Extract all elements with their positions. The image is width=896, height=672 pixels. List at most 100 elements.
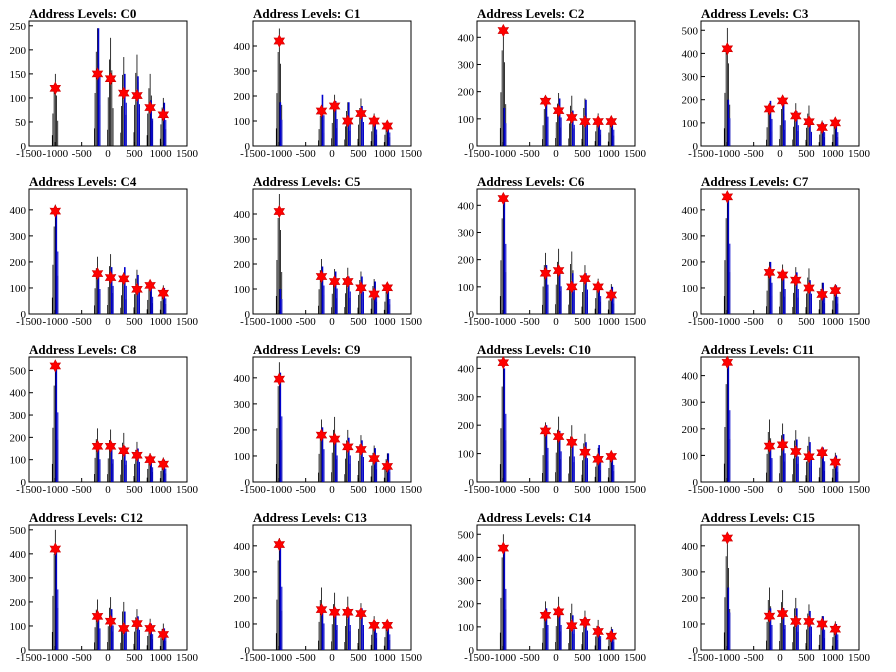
level-marker bbox=[776, 268, 789, 282]
y-tick-label: 300 bbox=[458, 392, 475, 404]
y-tick-label: 200 bbox=[10, 257, 27, 269]
level-marker bbox=[605, 449, 618, 464]
level-marker bbox=[49, 81, 62, 95]
x-tick-label: 500 bbox=[350, 652, 367, 664]
x-tick-label: 0 bbox=[329, 148, 335, 160]
level-marker bbox=[118, 444, 130, 458]
x-tick-label: -1500 bbox=[16, 484, 42, 496]
y-tick-label: 300 bbox=[234, 567, 251, 579]
level-marker bbox=[552, 263, 565, 278]
x-tick-label: -500 bbox=[296, 652, 317, 664]
y-tick-label: 300 bbox=[682, 231, 699, 243]
x-tick-label: 0 bbox=[105, 484, 111, 496]
x-tick-label: 500 bbox=[798, 484, 815, 496]
y-tick-label: 500 bbox=[458, 529, 475, 541]
level-marker bbox=[118, 272, 130, 286]
y-tick-label: 400 bbox=[682, 205, 699, 217]
level-marker bbox=[579, 272, 591, 286]
y-tick-label: 100 bbox=[10, 455, 27, 467]
level-marker bbox=[355, 442, 367, 457]
y-tick-label: 200 bbox=[682, 95, 699, 107]
level-marker bbox=[829, 116, 842, 130]
chart-title: Address Levels: C7 bbox=[701, 174, 809, 189]
level-marker bbox=[803, 115, 815, 129]
y-tick-label: 100 bbox=[682, 283, 699, 295]
chart-panel: Address Levels: C80100200300400500-1500-… bbox=[10, 342, 199, 496]
chart-title: Address Levels: C6 bbox=[477, 174, 585, 189]
level-marker bbox=[104, 439, 117, 453]
level-marker bbox=[157, 108, 170, 122]
level-marker bbox=[273, 204, 286, 219]
x-tick-label: 1500 bbox=[176, 652, 199, 664]
chart-panel: Address Levels: C11 0 100 200 300 400 -1500 -10… bbox=[682, 342, 871, 496]
level-marker bbox=[315, 104, 328, 118]
level-marker bbox=[592, 452, 604, 466]
level-marker bbox=[157, 627, 170, 642]
x-tick-label: 500 bbox=[126, 652, 143, 664]
x-tick-label: -500 bbox=[744, 484, 765, 496]
level-marker bbox=[721, 355, 734, 369]
level-marker bbox=[763, 609, 776, 623]
level-marker bbox=[790, 109, 802, 123]
x-tick-label: -1000 bbox=[714, 148, 740, 160]
y-tick-label: 400 bbox=[10, 205, 27, 217]
chart-panel: Address Levels: C15 0 100 200 300 400 -1500 -10… bbox=[682, 510, 871, 664]
y-tick-label: 100 bbox=[458, 114, 475, 126]
x-tick-label: -1000 bbox=[490, 652, 516, 664]
y-tick-label: 200 bbox=[234, 593, 251, 605]
level-marker bbox=[803, 614, 815, 629]
x-tick-label: 500 bbox=[574, 148, 591, 160]
y-tick-label: 150 bbox=[10, 69, 27, 81]
x-tick-label: -1000 bbox=[714, 316, 740, 328]
x-tick-label: -1500 bbox=[464, 316, 490, 328]
level-marker bbox=[592, 114, 604, 129]
y-tick-label: 100 bbox=[234, 116, 251, 128]
chart-title: Address Levels: C15 bbox=[701, 510, 815, 525]
x-tick-label: -1000 bbox=[266, 484, 292, 496]
x-tick-label: -500 bbox=[72, 652, 93, 664]
level-marker bbox=[368, 451, 380, 466]
level-marker bbox=[763, 265, 776, 279]
level-marker bbox=[368, 114, 380, 128]
level-marker bbox=[497, 356, 510, 370]
x-tick-label: 500 bbox=[350, 316, 367, 328]
y-tick-label: 200 bbox=[234, 259, 251, 271]
x-tick-label: 500 bbox=[798, 652, 815, 664]
x-tick-label: -1000 bbox=[42, 652, 68, 664]
x-tick-label: -1000 bbox=[266, 652, 292, 664]
x-tick-label: 0 bbox=[329, 316, 335, 328]
x-tick-label: 500 bbox=[574, 652, 591, 664]
x-tick-label: 1500 bbox=[400, 484, 423, 496]
x-tick-label: 1000 bbox=[150, 652, 173, 664]
y-tick-label: 0 bbox=[469, 477, 475, 489]
level-marker bbox=[315, 428, 328, 442]
chart-title: Address Levels: C13 bbox=[253, 510, 367, 525]
x-tick-label: 1000 bbox=[150, 484, 173, 496]
x-tick-label: 0 bbox=[553, 652, 559, 664]
x-tick-label: 1500 bbox=[176, 148, 199, 160]
level-marker bbox=[381, 281, 394, 295]
y-tick-label: 400 bbox=[10, 549, 27, 561]
chart-title: Address Levels: C2 bbox=[477, 6, 584, 21]
x-tick-label: 1000 bbox=[150, 148, 173, 160]
level-marker bbox=[539, 266, 552, 280]
x-tick-label: -1500 bbox=[240, 148, 266, 160]
y-tick-label: 0 bbox=[245, 477, 251, 489]
level-marker bbox=[91, 67, 104, 81]
chart-panel: Address Levels: C6 0 100 200 300 400 -1500 -100… bbox=[458, 174, 647, 328]
level-marker bbox=[144, 453, 156, 467]
x-tick-label: -500 bbox=[744, 316, 765, 328]
level-marker bbox=[566, 619, 578, 633]
y-tick-label: 400 bbox=[234, 541, 251, 553]
y-tick-label: 100 bbox=[234, 451, 251, 463]
x-tick-label: 1000 bbox=[822, 148, 845, 160]
x-tick-label: -1000 bbox=[266, 316, 292, 328]
x-tick-label: 1000 bbox=[374, 652, 397, 664]
level-marker bbox=[355, 281, 367, 295]
y-tick-label: 400 bbox=[458, 32, 475, 44]
x-tick-label: 1000 bbox=[374, 148, 397, 160]
y-tick-label: 200 bbox=[458, 87, 475, 99]
x-tick-label: 1500 bbox=[400, 652, 423, 664]
level-marker bbox=[816, 446, 828, 460]
x-tick-label: -1500 bbox=[688, 316, 714, 328]
